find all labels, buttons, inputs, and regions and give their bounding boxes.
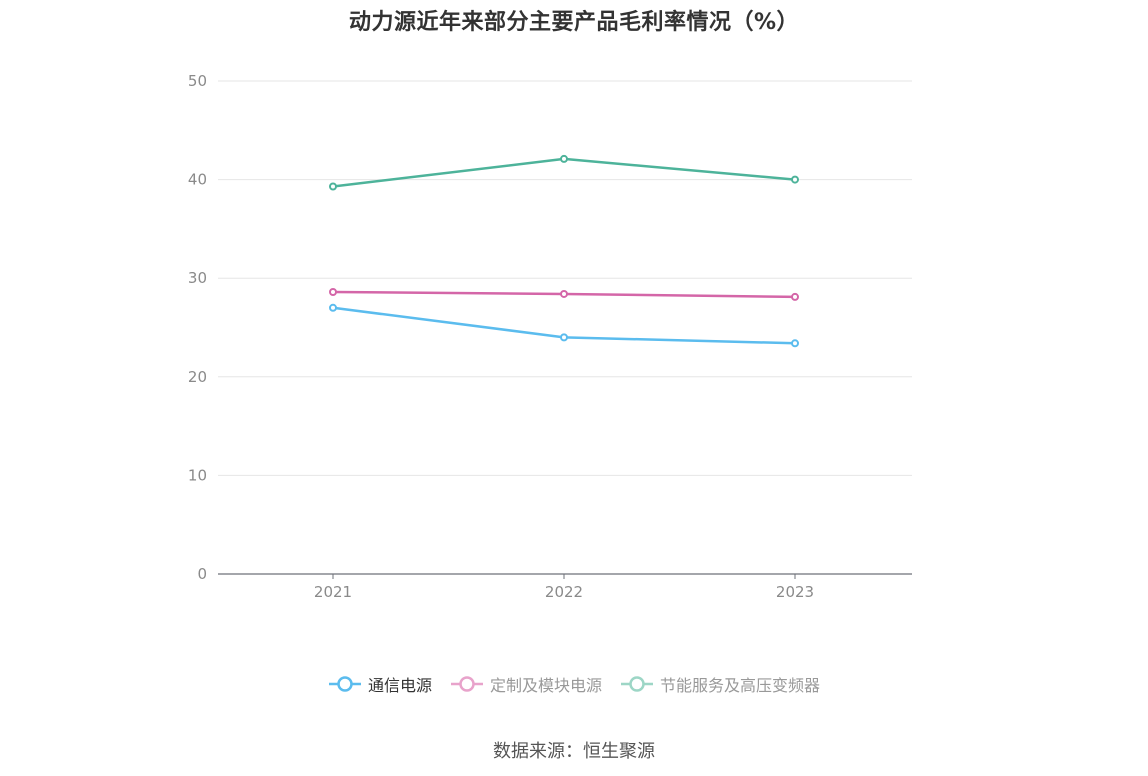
legend-label: 通信电源 [367,676,432,695]
data-point[interactable] [791,292,799,301]
legend-item-dingzhi[interactable]: 定制及模块电源 [450,672,602,696]
legend-label: 定制及模块电源 [489,676,602,695]
series-1 [329,288,799,301]
legend: 通信电源 定制及模块电源 节能服务及高压变频器 [0,672,1148,696]
y-tick-label: 50 [188,72,207,90]
data-source: 数据来源：恒生聚源 [493,741,655,762]
legend-line-circle-icon [328,676,361,692]
x-tick-label: 2021 [314,583,352,601]
x-axis-ticks: 2021 2022 2023 [314,574,814,601]
x-tick-label: 2023 [776,583,814,601]
series-2 [329,154,799,191]
data-point[interactable] [329,182,337,191]
legend-label: 节能服务及高压变频器 [660,676,821,695]
chart-title: 动力源近年来部分主要产品毛利率情况（%） [348,10,800,35]
legend-item-jieneng[interactable]: 节能服务及高压变频器 [620,672,820,696]
series-lines [329,154,799,348]
y-tick-label: 30 [188,269,207,287]
data-point[interactable] [329,303,337,312]
legend-item-tongxin[interactable]: 通信电源 [328,672,432,696]
data-point[interactable] [560,333,568,342]
series-line [332,157,796,188]
data-point[interactable] [329,288,337,297]
grid-lines [218,80,912,476]
data-point[interactable] [791,339,799,348]
y-axis-ticks: 0 10 20 30 40 50 [188,72,207,583]
line-chart: 0 10 20 30 40 50 2021 2022 2023 [188,72,912,601]
data-point[interactable] [791,175,799,184]
data-point[interactable] [560,154,568,163]
series-0 [329,303,799,348]
y-tick-label: 40 [188,171,207,189]
y-tick-label: 10 [188,466,207,484]
data-point[interactable] [560,289,568,298]
y-tick-label: 20 [188,368,207,386]
y-tick-label: 0 [197,565,207,583]
legend-line-circle-icon [621,676,653,692]
x-tick-label: 2022 [545,583,583,601]
legend-line-circle-icon [450,676,483,692]
